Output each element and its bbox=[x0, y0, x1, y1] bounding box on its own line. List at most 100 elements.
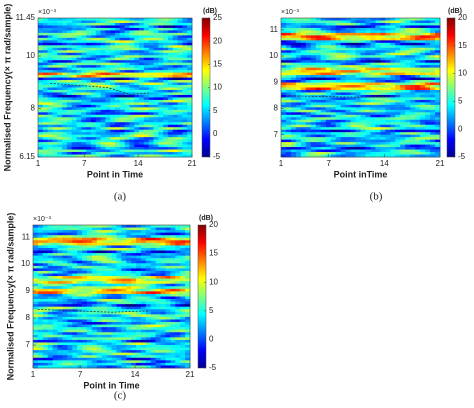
heatmap-cell bbox=[105, 122, 111, 126]
heatmap-cell bbox=[187, 67, 193, 71]
heatmap-cell bbox=[131, 240, 137, 244]
heatmap-cell bbox=[62, 270, 68, 274]
heatmap-cell bbox=[295, 147, 302, 150]
heatmap-cell bbox=[177, 134, 183, 138]
heatmap-cell bbox=[405, 37, 411, 41]
heatmap-cell bbox=[390, 18, 396, 21]
heatmap-cell bbox=[86, 35, 92, 39]
heatmap-cell bbox=[187, 112, 193, 116]
heatmap-cell bbox=[42, 67, 49, 71]
heatmap-cell bbox=[71, 99, 77, 103]
heatmap-cell bbox=[335, 109, 342, 113]
heatmap-cell bbox=[355, 154, 361, 158]
heatmap-cell bbox=[139, 67, 145, 71]
heatmap-cell bbox=[435, 65, 441, 69]
heatmap-cell bbox=[121, 253, 127, 257]
heatmap-cell bbox=[375, 67, 381, 71]
heatmap-cell bbox=[143, 152, 150, 155]
heatmap-cell bbox=[395, 62, 401, 66]
heatmap-cell bbox=[42, 301, 49, 305]
heatmap-cell bbox=[66, 67, 73, 71]
heatmap-cell bbox=[42, 132, 49, 136]
heatmap-cell bbox=[395, 57, 401, 61]
heatmap-cell bbox=[187, 92, 193, 96]
heatmap-cell bbox=[129, 22, 135, 26]
heatmap-cell bbox=[320, 18, 327, 21]
heatmap-cell bbox=[355, 139, 361, 143]
heatmap-cell bbox=[285, 97, 292, 101]
heatmap-cell bbox=[430, 57, 436, 61]
heatmap-cell bbox=[131, 247, 137, 251]
heatmap-cell bbox=[111, 240, 117, 244]
heatmap-cell bbox=[62, 288, 68, 292]
heatmap-cell bbox=[96, 227, 103, 231]
heatmap-cell bbox=[415, 87, 421, 91]
heatmap-cell bbox=[134, 87, 140, 91]
heatmap-cell bbox=[110, 45, 116, 49]
heatmap-cell bbox=[415, 80, 421, 83]
heatmap-cell bbox=[310, 20, 317, 24]
heatmap-cell bbox=[410, 60, 416, 64]
heatmap-cell bbox=[180, 242, 186, 246]
heatmap-cell bbox=[153, 27, 159, 31]
heatmap-cell bbox=[350, 119, 356, 123]
heatmap-cell bbox=[106, 286, 112, 290]
heatmap-cell bbox=[33, 296, 39, 300]
heatmap-cell bbox=[115, 72, 121, 76]
heatmap-cell bbox=[77, 255, 83, 259]
heatmap-cell bbox=[177, 149, 183, 153]
heatmap-cell bbox=[281, 75, 287, 78]
heatmap-cell bbox=[116, 322, 122, 325]
heatmap-cell bbox=[116, 240, 122, 244]
heatmap-cell bbox=[42, 306, 49, 310]
heatmap-cell bbox=[330, 87, 337, 91]
heatmap-cell bbox=[33, 314, 39, 318]
heatmap-cell bbox=[320, 92, 327, 96]
heatmap-cell bbox=[170, 273, 176, 277]
heatmap-cell bbox=[380, 72, 386, 76]
heatmap-cell bbox=[285, 18, 292, 21]
heatmap-cell bbox=[121, 265, 127, 269]
heatmap-cell bbox=[350, 37, 356, 41]
heatmap-cell bbox=[91, 258, 98, 262]
heatmap-cell bbox=[100, 87, 106, 91]
heatmap-cell bbox=[300, 104, 307, 108]
heatmap-cell bbox=[435, 70, 441, 74]
heatmap-cell bbox=[134, 47, 140, 51]
heatmap-cell bbox=[47, 67, 53, 71]
heatmap-cell bbox=[158, 122, 164, 126]
heatmap-cell bbox=[300, 32, 307, 36]
heatmap-cell bbox=[290, 57, 297, 61]
heatmap-cell bbox=[72, 235, 78, 239]
heatmap-cell bbox=[360, 47, 366, 51]
heatmap-cell bbox=[180, 225, 186, 228]
heatmap-cell bbox=[281, 27, 287, 31]
heatmap-cell bbox=[57, 227, 63, 231]
heatmap-cell bbox=[77, 240, 83, 244]
heatmap-cell bbox=[310, 60, 317, 64]
heatmap-cell bbox=[136, 247, 142, 251]
heatmap-cell bbox=[136, 286, 142, 290]
heatmap-cell bbox=[72, 306, 78, 310]
heatmap-cell bbox=[360, 72, 366, 76]
heatmap-cell bbox=[115, 127, 121, 131]
heatmap-cell bbox=[121, 304, 127, 308]
heatmap-cell bbox=[37, 258, 44, 262]
heatmap-cell bbox=[38, 37, 44, 41]
heatmap-cell bbox=[100, 72, 106, 76]
heatmap-cell bbox=[105, 149, 111, 153]
heatmap-cell bbox=[400, 109, 406, 113]
heatmap-cell bbox=[131, 288, 137, 292]
heatmap-cell bbox=[77, 247, 83, 251]
heatmap-cell bbox=[165, 281, 171, 285]
heatmap-cell bbox=[90, 20, 97, 24]
heatmap-cell bbox=[315, 152, 322, 155]
heatmap-cell bbox=[119, 114, 126, 118]
heatmap-cell bbox=[185, 316, 191, 320]
heatmap-cell bbox=[86, 22, 92, 26]
heatmap-cell bbox=[185, 293, 191, 297]
heatmap-cell bbox=[305, 82, 312, 86]
heatmap-cell bbox=[163, 42, 169, 46]
heatmap-cell bbox=[134, 65, 140, 69]
heatmap-cell bbox=[119, 97, 126, 101]
